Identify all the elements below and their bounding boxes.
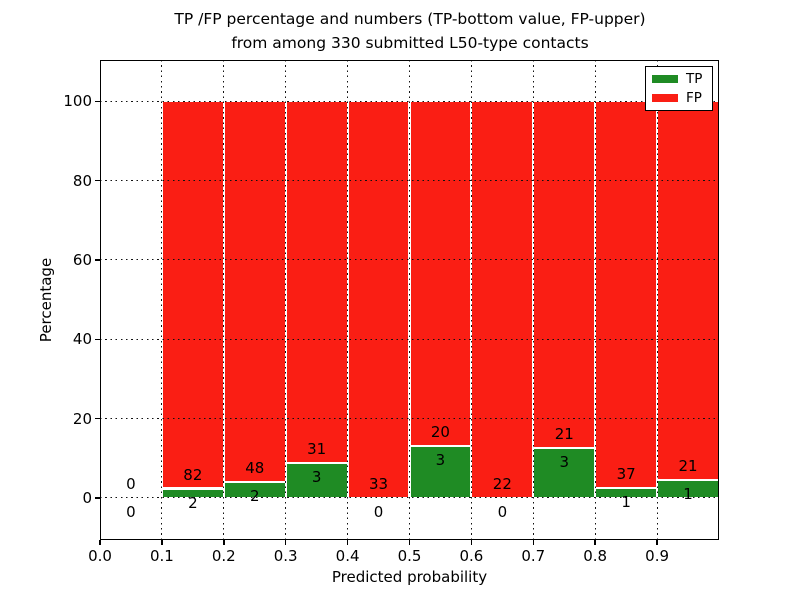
x-tick-label: 0.6 [459,547,484,565]
fp-count-label: 21 [678,456,698,475]
legend-entry-tp: TP [652,71,706,87]
fp-count-label: 0 [126,474,136,493]
y-tick-mark [95,100,100,102]
x-tick-mark [594,540,596,545]
fp-count-label: 20 [430,423,450,442]
chart-title-line2: from among 330 submitted L50-type contac… [231,34,589,52]
x-tick-label: 0.7 [521,547,546,565]
x-tick-label: 0.9 [645,547,670,565]
x-gridline [594,60,596,540]
y-tick-label: 20 [72,409,92,428]
fp-bar-segment [161,101,224,489]
x-gridline [161,60,163,540]
y-tick-label: 60 [72,250,92,269]
x-tick-mark [408,540,411,545]
tp-count-label: 0 [126,502,136,521]
y-tick-mark [95,497,100,499]
y-tick-mark [95,179,100,182]
tp-count-label: 1 [683,484,693,503]
y-tick-label: 0 [82,488,92,507]
x-gridline [409,60,410,540]
x-gridline [285,60,287,540]
x-axis-label: Predicted probability [331,568,488,586]
x-tick-mark [161,540,163,545]
tp-count-label: 0 [373,502,384,521]
tp-count-label: 1 [621,492,631,511]
y-tick-mark [95,259,100,261]
x-tick-label: 0.4 [335,547,360,565]
x-gridline [656,60,658,540]
fp-bar-segment [657,101,719,480]
x-tick-label: 0.8 [583,547,608,565]
x-tick-mark [656,540,658,545]
y-tick-mark [95,338,100,341]
fp-bar-segment [223,101,286,483]
x-gridline [532,60,534,540]
x-tick-mark [223,540,225,545]
fp-bar-segment [533,101,596,449]
x-tick-label: 0.2 [211,547,236,565]
fp-count-label: 48 [245,459,265,478]
tp-count-label: 0 [497,502,508,521]
fp-count-label: 21 [554,425,574,444]
chart-title-line1: TP /FP percentage and numbers (TP-bottom… [174,10,646,28]
x-gridline [223,60,225,540]
tp-count-label: 3 [435,451,446,470]
legend-label-fp: FP [686,90,702,107]
legend: TP FP [645,66,713,111]
fp-bar-segment [409,101,472,447]
tp-count-label: 2 [188,493,198,512]
x-tick-mark [284,540,287,545]
x-gridline [470,60,472,540]
x-tick-mark [470,540,473,545]
fp-bar-segment [347,101,410,498]
x-tick-mark [346,540,349,545]
fp-count-label: 31 [307,439,327,458]
fp-bar-segment [471,101,534,498]
x-tick-label: 0.5 [397,547,422,565]
legend-label-tp: TP [686,70,703,87]
y-tick-label: 40 [72,330,92,349]
y-tick-label: 100 [63,92,92,111]
fp-count-label: 33 [369,474,389,493]
fp-bar-segment [595,101,658,488]
tp-count-label: 3 [559,453,570,472]
x-tick-label: 0.0 [88,547,112,565]
chart-title: TP /FP percentage and numbers (TP-bottom… [100,7,720,55]
legend-entry-fp: FP [652,90,706,106]
x-gridline [347,60,349,540]
x-tick-label: 0.1 [149,547,174,565]
y-tick-label: 80 [72,171,92,190]
tp-count-label: 3 [311,467,322,486]
tp-count-label: 2 [249,487,260,506]
tp-swatch-icon [652,74,678,83]
fp-count-label: 22 [492,474,512,493]
x-tick-mark [532,540,535,545]
fp-bar-segment [285,101,348,463]
y-tick-mark [95,417,100,420]
x-tick-label: 0.3 [273,547,298,565]
x-tick-mark [99,540,101,545]
fp-count-label: 37 [616,464,636,483]
fp-count-label: 82 [183,465,203,484]
fp-swatch-icon [652,94,678,103]
